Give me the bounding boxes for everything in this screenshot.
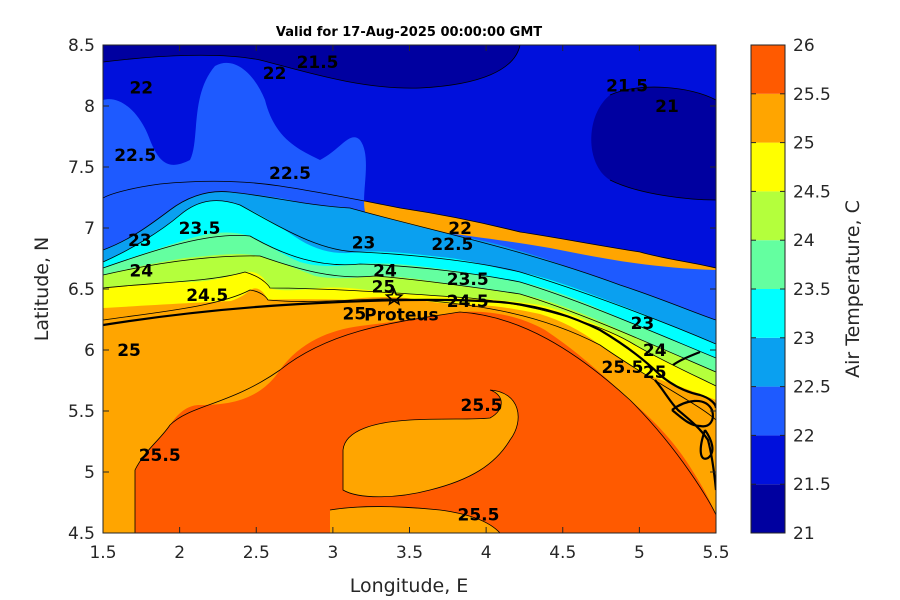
contour-label: 25 xyxy=(643,363,667,383)
colorbar-segment xyxy=(751,45,785,94)
x-tick-label: 4 xyxy=(481,543,492,563)
colorbar-segment xyxy=(751,191,785,241)
colorbar-segment xyxy=(751,435,785,485)
colorbar-tick-label: 24 xyxy=(793,231,815,251)
contour-label: 23.5 xyxy=(447,270,489,290)
band-21-east xyxy=(591,87,716,200)
y-tick-label: 7.5 xyxy=(68,158,95,178)
contour-label: 21.5 xyxy=(297,53,339,73)
contour-lines xyxy=(103,45,716,533)
contour-label: 24 xyxy=(129,262,153,282)
station-star xyxy=(384,287,404,306)
colorbar-tick-label: 24.5 xyxy=(793,182,831,202)
colorbar-segment xyxy=(751,337,785,387)
contour-label: 23 xyxy=(352,234,376,254)
band-24_5 xyxy=(103,271,716,400)
x-tick-label: 2.5 xyxy=(243,543,270,563)
contour-label: 25.5 xyxy=(457,506,499,526)
colorbar-tick-label: 23.5 xyxy=(793,280,831,300)
colorbar-segment xyxy=(751,240,785,289)
x-tick-label: 5.5 xyxy=(702,543,729,563)
colorbar-segment xyxy=(751,386,785,436)
y-tick-label: 4.5 xyxy=(68,524,95,544)
contour-label: 25.5 xyxy=(461,396,503,416)
y-tick-label: 8.5 xyxy=(68,36,95,56)
x-tick-label: 3.5 xyxy=(396,543,423,563)
y-axis-label: Latitude, N xyxy=(31,237,53,342)
chart-title: Valid for 17-Aug-2025 00:00:00 GMT xyxy=(276,25,542,40)
contour-label: 22.5 xyxy=(114,146,156,166)
contour-label: 24.5 xyxy=(447,292,489,312)
colorbar-segment xyxy=(751,142,785,192)
contour-label: 23 xyxy=(128,231,152,251)
contour-label: 21.5 xyxy=(606,76,648,96)
x-tick-label: 3 xyxy=(327,543,338,563)
colorbar-tick-label: 26 xyxy=(793,36,815,56)
colorbar-tick-label: 22 xyxy=(793,426,815,446)
contour-label: 23 xyxy=(631,314,655,334)
y-tick-label: 6 xyxy=(84,341,95,361)
y-tick-label: 5.5 xyxy=(68,402,95,422)
contour-label: 24 xyxy=(373,262,397,282)
band-21-north xyxy=(103,45,520,89)
contour-label: 22.5 xyxy=(431,235,473,255)
contour-label: 22.5 xyxy=(269,164,311,184)
station-marker: Proteus xyxy=(364,287,439,326)
y-axis: 4.5 5 5.5 6 6.5 7 7.5 8 8.5 xyxy=(68,36,716,544)
coastline xyxy=(103,298,716,491)
y-tick-label: 7 xyxy=(84,219,95,239)
x-axis: 1.5 2 2.5 3 3.5 4 4.5 5 5.5 xyxy=(89,45,730,563)
x-tick-label: 5 xyxy=(634,543,645,563)
colorbar-tick-label: 21 xyxy=(793,524,815,544)
contour-label: 25.5 xyxy=(139,446,181,466)
contour-label: 24.5 xyxy=(186,286,228,306)
contour-fill xyxy=(103,45,716,533)
x-tick-label: 2 xyxy=(174,543,185,563)
x-axis-label: Longitude, E xyxy=(350,575,469,597)
y-tick-label: 6.5 xyxy=(68,280,95,300)
x-tick-label: 4.5 xyxy=(549,543,576,563)
colorbar-segment xyxy=(751,93,785,143)
colorbar-tick-label: 22.5 xyxy=(793,378,831,398)
colorbar-segment xyxy=(751,484,785,533)
station-label: Proteus xyxy=(364,306,438,326)
colorbar-tick-label: 25 xyxy=(793,134,815,154)
colorbar-tick-label: 23 xyxy=(793,329,815,349)
colorbar-segment xyxy=(751,289,785,338)
contour-label: 25.5 xyxy=(602,358,644,378)
colorbar-tick-label: 21.5 xyxy=(793,475,831,495)
contour-label: 22 xyxy=(263,64,287,84)
contour-label: 25 xyxy=(342,304,366,324)
contour-label: 24 xyxy=(643,341,667,361)
contour-label: 22 xyxy=(448,219,472,239)
colorbar-tick-label: 25.5 xyxy=(793,85,831,105)
x-tick-label: 1.5 xyxy=(89,543,116,563)
colorbar: 21 21.5 22 22.5 23 23.5 24 24.5 25 25.5 26 xyxy=(750,36,831,544)
band-25-pocket xyxy=(343,390,519,497)
colorbar-label: Air Temperature, C xyxy=(842,200,864,378)
y-tick-label: 8 xyxy=(84,97,95,117)
contour-label: 22 xyxy=(129,79,153,99)
contour-label: 25 xyxy=(117,341,141,361)
contour-label: 21 xyxy=(655,97,679,117)
y-tick-label: 5 xyxy=(84,463,95,483)
contour-label: 25 xyxy=(372,278,396,298)
contour-label: 23.5 xyxy=(179,219,221,239)
